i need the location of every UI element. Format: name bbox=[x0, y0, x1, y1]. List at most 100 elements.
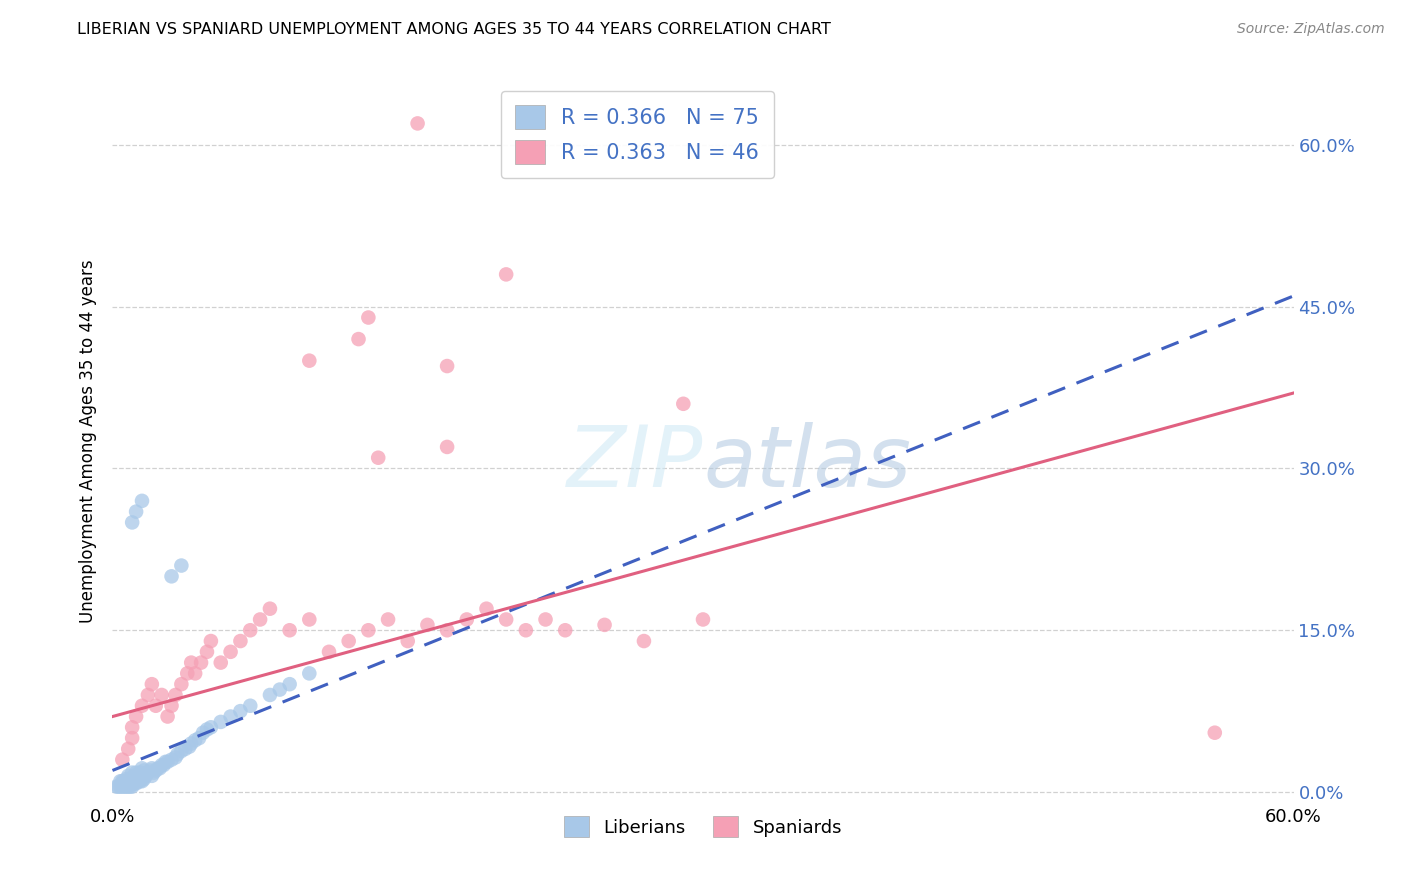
Point bbox=[149, 761, 172, 775]
Point bbox=[117, 769, 139, 783]
Point bbox=[142, 765, 165, 780]
Point bbox=[633, 634, 655, 648]
Point bbox=[278, 677, 301, 691]
Point bbox=[347, 332, 370, 346]
Point bbox=[170, 677, 193, 691]
Point bbox=[475, 601, 498, 615]
Point bbox=[111, 780, 134, 794]
Point bbox=[156, 709, 179, 723]
Point bbox=[436, 624, 458, 638]
Y-axis label: Unemployment Among Ages 35 to 44 years: Unemployment Among Ages 35 to 44 years bbox=[79, 260, 97, 624]
Point bbox=[239, 624, 262, 638]
Point bbox=[195, 723, 218, 737]
Point bbox=[125, 765, 148, 780]
Point bbox=[121, 772, 143, 786]
Point bbox=[121, 765, 143, 780]
Point bbox=[156, 755, 179, 769]
Point bbox=[121, 720, 143, 734]
Point bbox=[188, 731, 211, 745]
Point bbox=[298, 666, 321, 681]
Point bbox=[150, 758, 173, 772]
Point bbox=[416, 618, 439, 632]
Point bbox=[200, 634, 222, 648]
Point bbox=[357, 624, 380, 638]
Point bbox=[219, 645, 242, 659]
Text: Source: ZipAtlas.com: Source: ZipAtlas.com bbox=[1237, 22, 1385, 37]
Point bbox=[495, 268, 517, 282]
Point bbox=[115, 772, 138, 786]
Point bbox=[554, 624, 576, 638]
Point bbox=[160, 753, 183, 767]
Point bbox=[200, 720, 222, 734]
Point bbox=[174, 742, 197, 756]
Point bbox=[111, 774, 134, 789]
Point bbox=[127, 769, 149, 783]
Text: atlas: atlas bbox=[703, 422, 911, 505]
Point bbox=[278, 624, 301, 638]
Point bbox=[170, 744, 193, 758]
Point bbox=[298, 353, 321, 368]
Point bbox=[141, 677, 163, 691]
Legend: Liberians, Spaniards: Liberians, Spaniards bbox=[557, 809, 849, 845]
Point bbox=[166, 747, 188, 762]
Point bbox=[209, 656, 232, 670]
Point bbox=[165, 750, 187, 764]
Point bbox=[209, 714, 232, 729]
Point bbox=[692, 612, 714, 626]
Point bbox=[160, 698, 183, 713]
Point bbox=[176, 666, 198, 681]
Point bbox=[456, 612, 478, 626]
Point bbox=[129, 774, 152, 789]
Point bbox=[132, 764, 155, 778]
Point bbox=[396, 634, 419, 648]
Point bbox=[180, 737, 202, 751]
Point bbox=[115, 780, 138, 794]
Point bbox=[125, 772, 148, 786]
Point bbox=[179, 739, 201, 754]
Point bbox=[125, 776, 148, 790]
Text: LIBERIAN VS SPANIARD UNEMPLOYMENT AMONG AGES 35 TO 44 YEARS CORRELATION CHART: LIBERIAN VS SPANIARD UNEMPLOYMENT AMONG … bbox=[77, 22, 831, 37]
Point bbox=[141, 761, 163, 775]
Text: ZIP: ZIP bbox=[567, 422, 703, 505]
Point bbox=[239, 698, 262, 713]
Point bbox=[190, 656, 212, 670]
Point bbox=[121, 780, 143, 794]
Point bbox=[377, 612, 399, 626]
Point bbox=[125, 505, 148, 519]
Point bbox=[195, 645, 218, 659]
Point bbox=[131, 493, 153, 508]
Point bbox=[135, 769, 157, 783]
Point bbox=[107, 780, 129, 794]
Point bbox=[184, 733, 207, 747]
Point bbox=[436, 440, 458, 454]
Point bbox=[180, 656, 202, 670]
Point bbox=[105, 780, 128, 794]
Point bbox=[121, 516, 143, 530]
Point bbox=[131, 698, 153, 713]
Point bbox=[136, 765, 159, 780]
Point bbox=[534, 612, 557, 626]
Point bbox=[146, 761, 169, 775]
Point bbox=[229, 634, 252, 648]
Point bbox=[122, 769, 145, 783]
Point bbox=[259, 688, 281, 702]
Point bbox=[219, 709, 242, 723]
Point bbox=[127, 774, 149, 789]
Point bbox=[155, 755, 177, 769]
Point bbox=[112, 774, 135, 789]
Point bbox=[111, 753, 134, 767]
Point bbox=[122, 776, 145, 790]
Point bbox=[131, 761, 153, 775]
Point bbox=[318, 645, 340, 659]
Point bbox=[367, 450, 389, 465]
Point bbox=[112, 780, 135, 794]
Point bbox=[117, 774, 139, 789]
Point bbox=[110, 774, 132, 789]
Point bbox=[269, 682, 291, 697]
Point bbox=[120, 780, 142, 794]
Point bbox=[298, 612, 321, 626]
Point bbox=[131, 774, 153, 789]
Point bbox=[165, 688, 187, 702]
Point bbox=[141, 769, 163, 783]
Point bbox=[160, 569, 183, 583]
